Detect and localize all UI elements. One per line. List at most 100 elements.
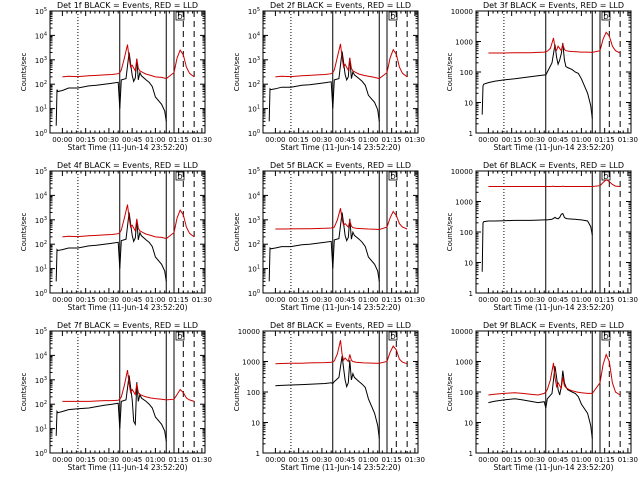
y-tick-exponent: 3 [44, 56, 47, 62]
y-tick-label: 1 [469, 290, 473, 298]
y-tick-exponent: 0 [44, 289, 47, 295]
lld-series-line [275, 43, 408, 80]
y-tick-base: 10 [248, 106, 257, 114]
x-tick-label: 00:15 [76, 136, 96, 144]
chart-panel-1: Det 1f BLACK = Events, RED = LLD10010110… [20, 1, 212, 152]
marker-label: D [390, 13, 395, 21]
y-tick-base: 10 [248, 241, 257, 249]
events-series-line [481, 212, 593, 272]
chart-title: Det 2f BLACK = Events, RED = LLD [270, 1, 411, 10]
y-tick-base: 10 [35, 32, 44, 40]
chart-title: Det 8f BLACK = Events, RED = LLD [270, 321, 411, 330]
y-tick-exponent: 3 [44, 216, 47, 222]
y-tick-label: 102 [35, 400, 47, 409]
y-tick-label: 100 [248, 129, 260, 138]
y-tick-base: 10 [248, 32, 257, 40]
y-tick-label: 101 [35, 425, 47, 434]
chart-title: Det 5f BLACK = Events, RED = LLD [270, 161, 411, 170]
y-tick-label: 102 [248, 240, 260, 249]
x-tick-label: 01:15 [595, 456, 615, 464]
x-tick-label: 01:15 [382, 136, 402, 144]
y-tick-label: 104 [35, 191, 47, 200]
x-tick-label: 01:00 [358, 456, 378, 464]
x-tick-label: 01:00 [358, 136, 378, 144]
x-tick-label: 01:30 [192, 296, 212, 304]
y-tick-label: 102 [248, 80, 260, 89]
x-tick-label: 00:15 [289, 296, 309, 304]
y-tick-base: 10 [35, 217, 44, 225]
y-tick-label: 103 [35, 56, 47, 65]
y-tick-base: 10 [248, 130, 257, 138]
x-axis-label: Start Time (11-Jun-14 23:52:20) [68, 303, 188, 312]
plot-frame [49, 10, 206, 134]
x-tick-label: 00:00 [52, 296, 72, 304]
y-tick-label: 1 [256, 450, 260, 458]
y-tick-label: 102 [35, 240, 47, 249]
y-tick-base: 10 [35, 130, 44, 138]
y-tick-exponent: 2 [44, 80, 47, 86]
marker-box [388, 171, 398, 181]
y-tick-label: 103 [35, 216, 47, 225]
x-tick-label: 00:45 [122, 296, 142, 304]
x-axis-label: Start Time (11-Jun-14 23:52:20) [494, 303, 614, 312]
chart-title: Det 4f BLACK = Events, RED = LLD [57, 161, 198, 170]
y-tick-base: 10 [35, 352, 44, 360]
x-tick-label: 01:15 [169, 136, 189, 144]
chart-title: Det 6f BLACK = Events, RED = LLD [483, 161, 624, 170]
x-tick-label: 00:30 [312, 136, 332, 144]
x-tick-label: 01:00 [145, 456, 165, 464]
y-tick-label: 1 [469, 130, 473, 138]
y-tick-label: 100 [460, 69, 473, 77]
marker-label: D [177, 173, 182, 181]
y-tick-exponent: 4 [44, 351, 47, 357]
x-tick-label: 00:30 [312, 296, 332, 304]
y-tick-exponent: 2 [257, 80, 260, 86]
x-tick-label: 00:45 [548, 136, 568, 144]
chart-title: Det 1f BLACK = Events, RED = LLD [57, 1, 198, 10]
y-tick-base: 10 [35, 450, 44, 458]
x-tick-label: 00:45 [548, 456, 568, 464]
x-tick-label: 01:30 [618, 296, 638, 304]
x-tick-label: 00:30 [99, 296, 119, 304]
y-tick-base: 10 [35, 241, 44, 249]
y-tick-exponent: 4 [44, 31, 47, 37]
y-tick-exponent: 4 [257, 31, 260, 37]
x-tick-label: 01:00 [145, 136, 165, 144]
y-tick-label: 104 [248, 191, 260, 200]
marker-box [175, 331, 185, 341]
y-tick-label: 100 [35, 289, 47, 298]
marker-label: D [390, 173, 395, 181]
y-tick-exponent: 2 [44, 400, 47, 406]
y-tick-exponent: 3 [257, 56, 260, 62]
y-tick-base: 10 [248, 8, 257, 16]
x-tick-label: 00:15 [76, 456, 96, 464]
x-tick-label: 00:45 [335, 456, 355, 464]
y-tick-label: 1000 [242, 359, 260, 367]
y-tick-exponent: 5 [44, 7, 47, 13]
x-axis-label: Start Time (11-Jun-14 23:52:20) [281, 143, 401, 152]
y-tick-label: 10 [464, 100, 473, 108]
chart-panel-3: Det 3f BLACK = Events, RED = LLD 1 10 100 10… [446, 1, 638, 152]
y-tick-exponent: 5 [44, 327, 47, 333]
x-tick-label: 00:45 [122, 136, 142, 144]
lld-series-line [62, 369, 195, 402]
y-tick-base: 10 [35, 168, 44, 176]
y-tick-base: 10 [248, 168, 257, 176]
chart-panel-9: Det 9f BLACK = Events, RED = LLD 1 10 100 10… [446, 321, 638, 472]
y-tick-label: 102 [35, 80, 47, 89]
chart-title: Det 7f BLACK = Events, RED = LLD [57, 321, 198, 330]
x-tick-label: 00:15 [76, 296, 96, 304]
x-tick-label: 00:00 [52, 456, 72, 464]
y-tick-base: 10 [248, 266, 257, 274]
x-axis-label: Start Time (11-Jun-14 23:52:20) [281, 463, 401, 472]
x-tick-label: 00:00 [265, 296, 285, 304]
lld-series-line [275, 340, 408, 365]
y-tick-base: 10 [35, 8, 44, 16]
y-tick-base: 10 [35, 328, 44, 336]
y-tick-exponent: 0 [44, 129, 47, 135]
events-series-line [488, 366, 593, 439]
x-tick-label: 00:30 [525, 296, 545, 304]
marker-label: D [603, 333, 608, 341]
y-axis-label: Counts/sec [446, 213, 454, 252]
x-tick-label: 00:00 [265, 456, 285, 464]
